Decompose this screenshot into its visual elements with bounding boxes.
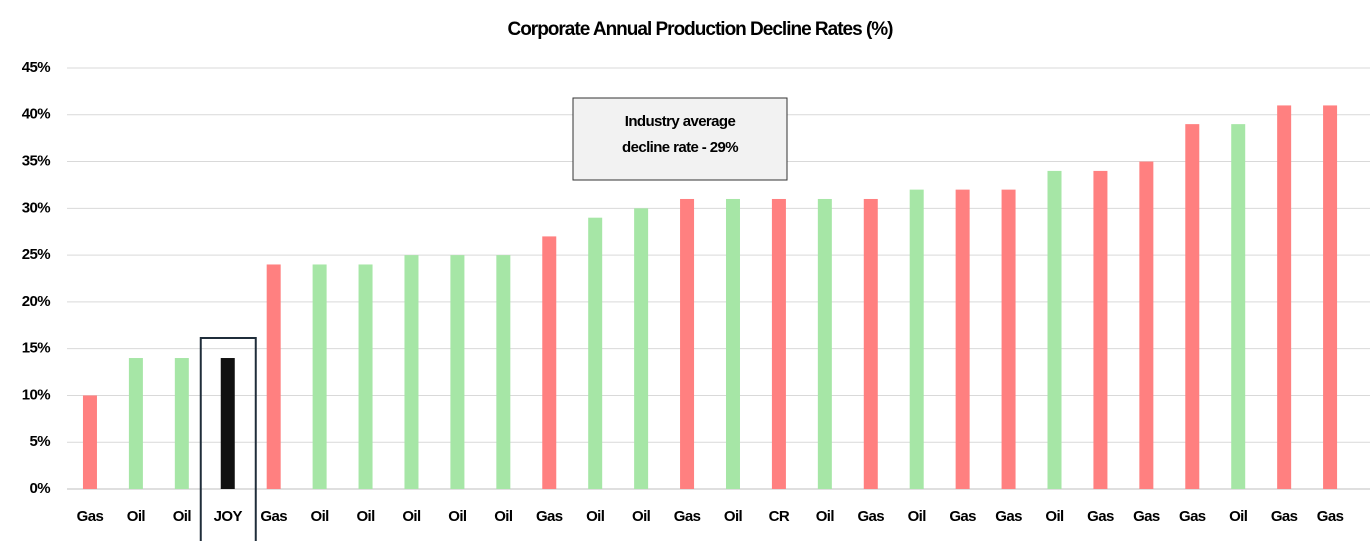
y-tick-label: 10% xyxy=(22,386,50,403)
x-tick-label: Gas xyxy=(1179,508,1206,525)
bar xyxy=(358,264,373,489)
bar xyxy=(82,395,97,489)
y-tick-label: 25% xyxy=(22,246,50,263)
annotation-text: decline rate - 29% xyxy=(622,139,738,156)
y-tick-label: 5% xyxy=(30,433,51,450)
bar xyxy=(266,264,281,489)
x-tick-label: Gas xyxy=(77,508,104,525)
x-tick-label: Oil xyxy=(1045,508,1064,525)
x-tick-label: Gas xyxy=(857,508,884,525)
x-tick-label: Oil xyxy=(586,508,605,525)
annotation-text: Industry average xyxy=(625,113,736,130)
bar xyxy=(542,236,557,489)
x-tick-label: Gas xyxy=(536,508,563,525)
annotation-box xyxy=(572,97,788,181)
bar xyxy=(1277,105,1292,489)
bar xyxy=(496,255,511,489)
bar xyxy=(220,358,235,489)
bar xyxy=(450,255,465,489)
bar xyxy=(1001,189,1016,489)
bar xyxy=(1093,170,1108,489)
x-tick-label: Oil xyxy=(356,508,375,525)
y-tick-label: 0% xyxy=(30,480,51,497)
bar xyxy=(128,358,143,489)
bar xyxy=(771,198,786,489)
y-tick-label: 15% xyxy=(22,340,50,357)
bar xyxy=(634,208,649,490)
bar xyxy=(174,358,189,489)
bar xyxy=(863,198,878,489)
x-tick-label: Oil xyxy=(173,508,192,525)
bar xyxy=(1231,124,1246,489)
bar xyxy=(955,189,970,489)
bar xyxy=(404,255,419,489)
x-tick-label: Oil xyxy=(402,508,421,525)
highlight-box xyxy=(199,337,257,541)
bar xyxy=(909,189,924,489)
x-tick-label: Oil xyxy=(632,508,651,525)
bar xyxy=(1185,124,1200,489)
x-tick-label: Oil xyxy=(908,508,927,525)
x-tick-label: JOY xyxy=(214,508,243,525)
bar xyxy=(725,198,740,489)
bar xyxy=(1047,170,1062,489)
y-tick-label: 30% xyxy=(22,199,50,216)
bar xyxy=(1139,161,1154,490)
x-tick-label: Gas xyxy=(260,508,287,525)
y-tick-label: 40% xyxy=(22,106,50,123)
x-tick-label: Gas xyxy=(1087,508,1114,525)
bar xyxy=(312,264,327,489)
y-tick-label: 35% xyxy=(22,153,50,170)
x-tick-label: Oil xyxy=(311,508,330,525)
bar xyxy=(680,198,695,489)
bar xyxy=(1323,105,1338,489)
x-tick-label: Gas xyxy=(1133,508,1160,525)
y-tick-label: 45% xyxy=(22,59,50,76)
x-tick-label: Gas xyxy=(1317,508,1344,525)
x-tick-label: Gas xyxy=(995,508,1022,525)
bar xyxy=(817,198,832,489)
x-tick-label: Gas xyxy=(949,508,976,525)
x-tick-label: Oil xyxy=(448,508,467,525)
chart-title: Corporate Annual Production Decline Rate… xyxy=(507,19,893,40)
x-tick-label: Oil xyxy=(1229,508,1248,525)
x-tick-label: Oil xyxy=(816,508,835,525)
x-tick-label: Gas xyxy=(1271,508,1298,525)
y-tick-label: 20% xyxy=(22,293,50,310)
x-tick-label: Gas xyxy=(674,508,701,525)
x-tick-label: CR xyxy=(769,508,790,525)
x-tick-label: Oil xyxy=(494,508,513,525)
x-tick-label: Oil xyxy=(724,508,743,525)
x-tick-label: Oil xyxy=(127,508,146,525)
bar xyxy=(588,217,603,489)
